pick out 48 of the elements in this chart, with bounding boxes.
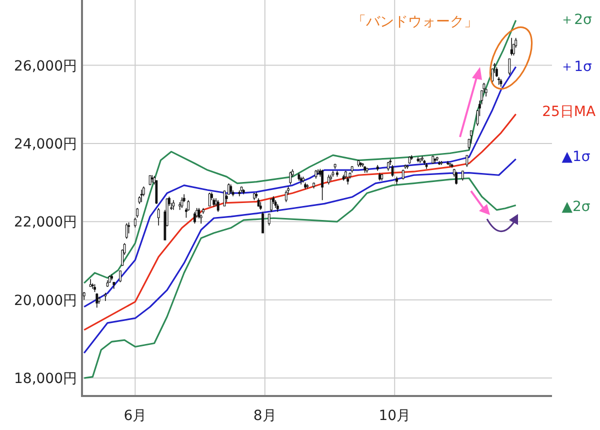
candlestick	[410, 154, 413, 160]
candlestick	[455, 171, 458, 185]
candlestick	[289, 171, 292, 185]
candlestick	[402, 169, 404, 180]
candlestick	[284, 190, 288, 203]
text: ▲2σ	[562, 199, 590, 215]
candlestick	[157, 208, 160, 226]
candlestick	[268, 213, 270, 226]
candlestick	[125, 222, 128, 240]
candlestick	[466, 154, 468, 168]
candlestick	[327, 174, 330, 185]
text: ＋2σ	[560, 12, 592, 28]
candlestick	[172, 200, 175, 210]
y-tick-label: 24,000円	[14, 136, 77, 152]
candlestick	[262, 211, 264, 234]
line-series	[83, 177, 517, 379]
candlestick	[134, 217, 136, 228]
candlestick	[136, 208, 138, 218]
annotation: 「バンドウォーク」	[352, 14, 478, 30]
candlestick	[270, 198, 272, 212]
candlestick	[461, 170, 464, 182]
candlestick	[208, 192, 211, 206]
candlestick	[321, 169, 324, 201]
candlestick	[216, 200, 220, 212]
candlestick	[104, 292, 107, 302]
y-tick-label: 22,000円	[14, 214, 77, 231]
line-series	[83, 113, 517, 331]
candlestick	[508, 58, 511, 76]
text: ▲1σ	[562, 149, 590, 165]
line-series	[83, 66, 517, 308]
y-tick-label: 20,000円	[14, 292, 77, 309]
candlestick	[119, 270, 122, 283]
x-tick-label: 8月	[253, 408, 276, 424]
x-tick-label: 10月	[378, 408, 411, 424]
series-label: 25日MA	[542, 104, 596, 120]
text: ＋1σ	[560, 59, 592, 75]
candlestick	[140, 189, 143, 203]
candlestick	[180, 197, 184, 208]
candlestick	[148, 175, 152, 186]
x-tick-label: 6月	[124, 408, 147, 424]
y-tick-label: 26,000円	[14, 58, 77, 74]
candlestick	[470, 130, 472, 144]
candlestick	[228, 182, 230, 195]
line-series	[83, 158, 517, 354]
candlestick	[496, 66, 498, 78]
candlestick	[155, 180, 158, 204]
candlestick	[194, 211, 196, 224]
y-tick-label: 18,000円	[14, 371, 77, 388]
